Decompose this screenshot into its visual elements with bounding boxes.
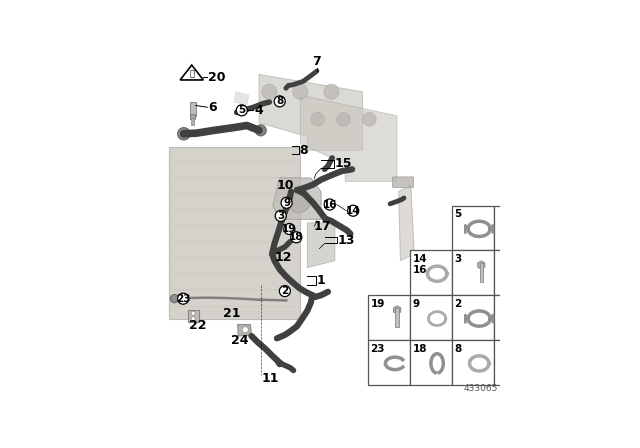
Bar: [189, 102, 196, 116]
Circle shape: [191, 311, 195, 315]
Polygon shape: [259, 74, 362, 151]
Text: 16: 16: [323, 199, 337, 210]
Circle shape: [291, 232, 302, 243]
Text: 23: 23: [371, 344, 385, 353]
Text: 2: 2: [281, 286, 289, 296]
Polygon shape: [273, 178, 321, 220]
Text: 11: 11: [262, 372, 279, 385]
Bar: [452, 295, 494, 340]
Circle shape: [324, 199, 335, 210]
Polygon shape: [234, 92, 249, 105]
Text: 10: 10: [277, 179, 294, 192]
Circle shape: [284, 224, 295, 234]
Bar: [191, 118, 194, 125]
Text: 1: 1: [317, 274, 325, 287]
Text: 8: 8: [276, 96, 284, 106]
Text: 23: 23: [176, 294, 190, 304]
Text: 2: 2: [454, 299, 462, 309]
Text: 21: 21: [223, 307, 240, 320]
Text: 14: 14: [346, 206, 360, 216]
Text: 6: 6: [209, 101, 217, 114]
Bar: [452, 250, 494, 295]
Bar: [367, 340, 410, 385]
Circle shape: [255, 125, 266, 136]
Bar: [367, 295, 410, 340]
Text: 15: 15: [335, 157, 353, 170]
Circle shape: [337, 112, 351, 126]
Text: 19: 19: [371, 299, 385, 309]
Circle shape: [236, 105, 247, 116]
Bar: [410, 250, 452, 295]
Polygon shape: [506, 357, 527, 370]
Text: 24: 24: [231, 334, 248, 347]
Text: 9: 9: [413, 299, 420, 309]
FancyBboxPatch shape: [392, 177, 413, 188]
Circle shape: [242, 327, 248, 333]
Circle shape: [275, 211, 286, 221]
Circle shape: [280, 285, 291, 297]
Polygon shape: [307, 223, 335, 267]
Text: 18: 18: [289, 232, 303, 242]
Circle shape: [293, 84, 308, 99]
Circle shape: [262, 84, 277, 99]
Polygon shape: [394, 306, 401, 314]
Text: 17: 17: [314, 220, 331, 233]
Bar: [494, 206, 536, 250]
Bar: [190, 115, 195, 119]
Text: 12: 12: [275, 251, 292, 264]
Text: 19: 19: [282, 224, 296, 234]
Circle shape: [191, 317, 195, 321]
Circle shape: [348, 205, 358, 216]
Circle shape: [324, 84, 339, 99]
Polygon shape: [399, 185, 414, 261]
Bar: [479, 263, 483, 282]
Circle shape: [170, 294, 179, 303]
Bar: [410, 295, 452, 340]
Circle shape: [311, 112, 324, 126]
Bar: [452, 206, 494, 250]
Text: 8: 8: [300, 144, 308, 157]
Circle shape: [180, 130, 188, 137]
Text: 14
16: 14 16: [413, 254, 427, 276]
Text: 9: 9: [283, 198, 290, 208]
Circle shape: [287, 188, 311, 212]
Text: 3: 3: [277, 211, 284, 221]
Bar: [494, 340, 536, 385]
Bar: [494, 250, 536, 295]
Bar: [170, 147, 300, 319]
Circle shape: [177, 293, 189, 304]
Circle shape: [281, 197, 292, 208]
Text: 5: 5: [454, 209, 462, 219]
Polygon shape: [477, 261, 485, 269]
Text: 13: 13: [337, 233, 355, 246]
Bar: [396, 308, 399, 327]
Bar: [494, 295, 536, 340]
Text: 433065: 433065: [464, 383, 498, 392]
Circle shape: [177, 128, 190, 140]
Text: 🔌: 🔌: [189, 69, 195, 78]
Text: 22: 22: [189, 319, 207, 332]
Polygon shape: [300, 95, 397, 181]
Text: 8: 8: [454, 344, 462, 353]
Circle shape: [362, 112, 376, 126]
Bar: [452, 340, 494, 385]
Text: 3: 3: [454, 254, 462, 264]
Text: 7: 7: [312, 55, 321, 68]
Text: 5: 5: [238, 105, 245, 115]
Bar: [410, 340, 452, 385]
Polygon shape: [237, 324, 252, 336]
Polygon shape: [188, 310, 198, 322]
Text: 20: 20: [208, 71, 225, 84]
Text: 4: 4: [254, 104, 263, 117]
Circle shape: [274, 96, 285, 107]
Text: 18: 18: [413, 344, 427, 353]
